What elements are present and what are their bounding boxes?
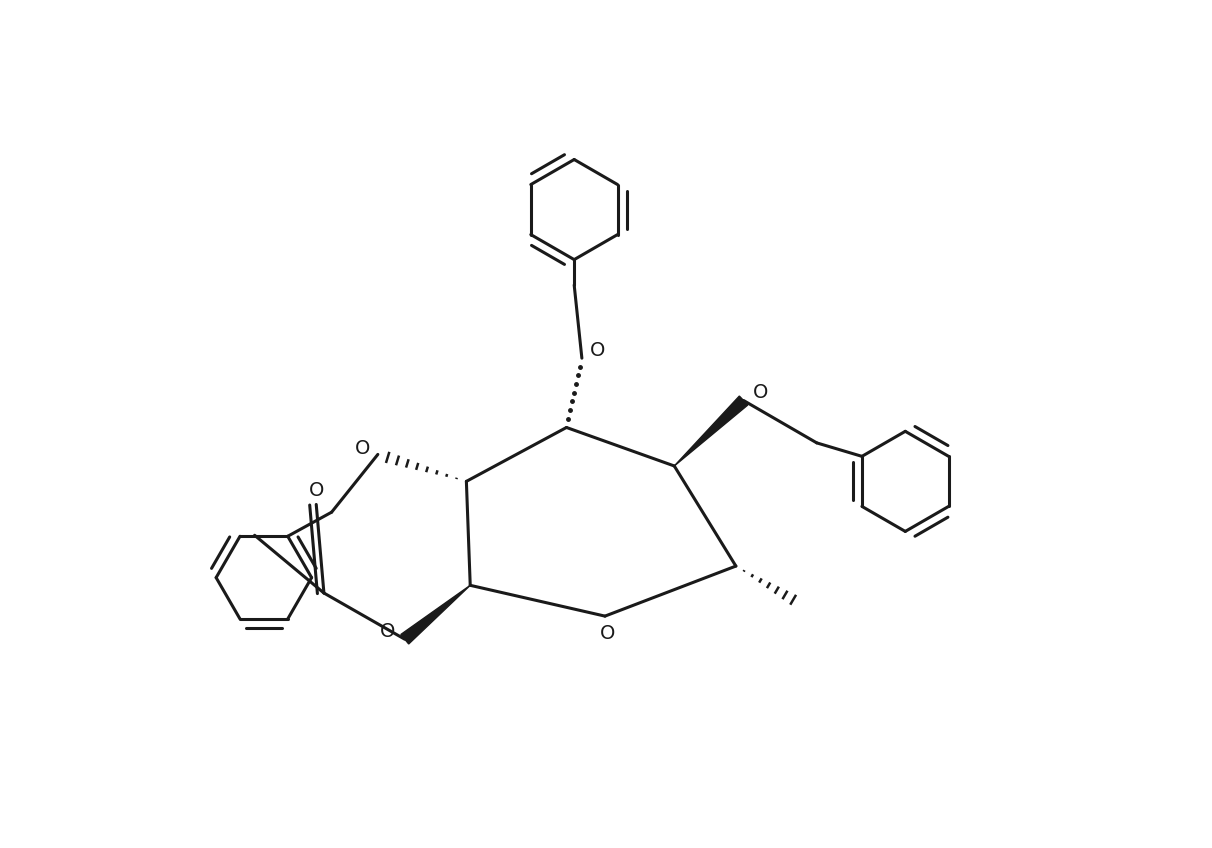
Text: O: O xyxy=(600,623,614,643)
Text: O: O xyxy=(589,341,605,360)
Text: O: O xyxy=(381,622,395,641)
Polygon shape xyxy=(674,396,748,466)
Polygon shape xyxy=(401,585,470,644)
Text: O: O xyxy=(753,383,768,402)
Text: O: O xyxy=(355,438,370,458)
Text: O: O xyxy=(309,481,324,500)
